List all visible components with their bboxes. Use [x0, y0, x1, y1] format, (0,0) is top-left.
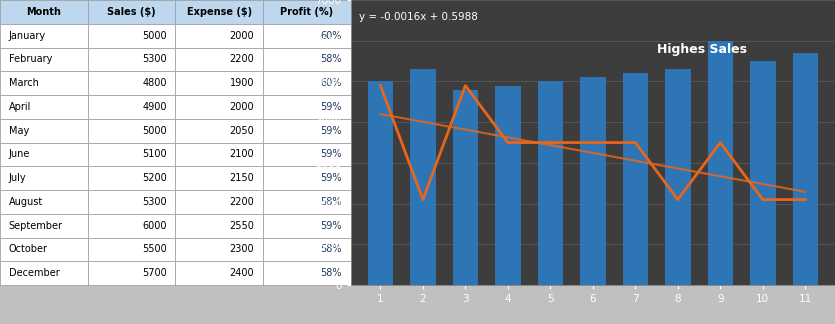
Bar	[707, 41, 733, 285]
Bar	[367, 81, 393, 285]
Bar	[410, 69, 436, 285]
Bar	[495, 86, 521, 285]
Bar	[453, 90, 478, 285]
Bar	[538, 81, 563, 285]
Bar	[665, 69, 691, 285]
Text: y = -0.0016x + 0.5988: y = -0.0016x + 0.5988	[359, 12, 478, 22]
Bar	[792, 53, 818, 285]
Text: Highes Sales: Highes Sales	[656, 43, 746, 56]
Bar	[623, 73, 648, 285]
Bar	[580, 77, 605, 285]
Bar	[750, 61, 776, 285]
